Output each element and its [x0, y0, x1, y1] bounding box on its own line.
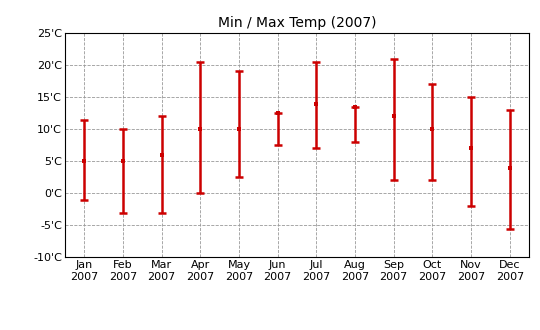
Title: Min / Max Temp (2007): Min / Max Temp (2007): [218, 16, 376, 30]
